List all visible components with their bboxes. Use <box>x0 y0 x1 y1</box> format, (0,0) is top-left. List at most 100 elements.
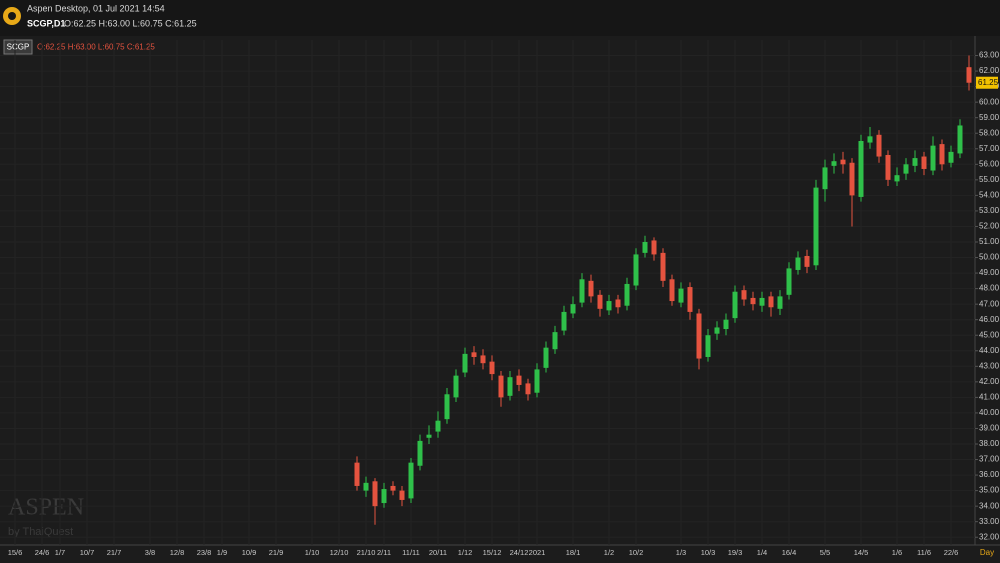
candle-body <box>480 355 486 364</box>
candle-body <box>399 490 405 500</box>
x-tick-label: 14/5 <box>854 548 869 557</box>
x-tick-label: 24/6 <box>35 548 50 557</box>
x-tick-label: 10/9 <box>242 548 257 557</box>
candle-body <box>903 164 909 174</box>
x-tick-label: 1/9 <box>217 548 227 557</box>
candle-body <box>417 440 423 466</box>
x-tick-label: 1/6 <box>892 548 902 557</box>
x-tick-label: 24/12 <box>510 548 529 557</box>
candle-body <box>372 481 378 507</box>
candle-body <box>435 420 441 432</box>
candle-body <box>579 279 585 303</box>
y-tick-label: 53.00 <box>979 206 1000 215</box>
candle-body <box>462 353 468 373</box>
x-tick-label: 23/8 <box>197 548 212 557</box>
y-tick-label: 40.00 <box>979 408 1000 417</box>
y-tick-label: 48.00 <box>979 284 1000 293</box>
candle-body <box>651 240 657 255</box>
candle-body <box>759 297 765 306</box>
ohlc-legend: O:62.25 H:63.00 L:60.75 C:61.25 <box>37 43 155 52</box>
candle-body <box>750 297 756 305</box>
y-tick-label: 56.00 <box>979 159 1000 168</box>
candle-body <box>516 375 522 385</box>
last-price-tag <box>976 76 998 89</box>
header-bar <box>0 0 1000 36</box>
x-tick-label: 1/2 <box>604 548 614 557</box>
candle-body <box>453 375 459 398</box>
candle-body <box>615 299 621 308</box>
candle-body <box>777 296 783 309</box>
candle-body <box>939 144 945 165</box>
x-tick-label: 16/4 <box>782 548 797 557</box>
candle-body <box>426 434 432 438</box>
candle-body <box>354 462 360 486</box>
candle-body <box>543 347 549 368</box>
candle-body <box>588 280 594 297</box>
candle-body <box>786 268 792 295</box>
candle-body <box>921 156 927 169</box>
y-tick-label: 51.00 <box>979 237 1000 246</box>
candle-body <box>912 158 918 166</box>
candle-body <box>552 332 558 350</box>
x-tick-label: 12/8 <box>170 548 185 557</box>
y-tick-label: 55.00 <box>979 175 1000 184</box>
y-tick-label: 35.00 <box>979 486 1000 495</box>
y-tick-label: 37.00 <box>979 455 1000 464</box>
y-tick-label: 59.00 <box>979 113 1000 122</box>
x-tick-label: 1/12 <box>458 548 473 557</box>
candle-body <box>957 125 963 154</box>
candle-body <box>498 375 504 398</box>
candle-body <box>633 254 639 286</box>
candle-body <box>723 319 729 330</box>
candle-body <box>795 257 801 270</box>
candle-body <box>867 136 873 143</box>
y-tick-label: 62.00 <box>979 66 1000 75</box>
candle-body <box>570 304 576 314</box>
x-unit: Day <box>980 548 994 557</box>
symbol-tag[interactable] <box>3 39 33 55</box>
x-tick-label: 15/12 <box>483 548 502 557</box>
candle-body <box>408 462 414 499</box>
candle-body <box>705 335 711 357</box>
y-tick-label: 63.00 <box>979 51 1000 60</box>
y-tick-label: 42.00 <box>979 377 1000 386</box>
x-tick-label: 18/1 <box>566 548 581 557</box>
symbol-tag-text: SCGP <box>7 43 30 52</box>
candle-body <box>840 159 846 165</box>
x-tick-label: 10/2 <box>629 548 644 557</box>
x-tick-label: 2/11 <box>377 548 391 557</box>
candle-body <box>804 255 810 267</box>
y-tick-label: 33.00 <box>979 517 1000 526</box>
y-tick-label: 46.00 <box>979 315 1000 324</box>
y-tick-label: 54.00 <box>979 190 1000 199</box>
candle-body <box>876 134 882 157</box>
y-tick-label: 32.00 <box>979 532 1000 541</box>
candle-body <box>597 294 603 309</box>
last-price-label: 61.25 <box>978 78 999 87</box>
candle-body <box>489 361 495 375</box>
y-tick-label: 36.00 <box>979 470 1000 479</box>
candle-body <box>660 252 666 281</box>
candle-body <box>966 67 972 83</box>
watermark-sub: by ThaiQuest <box>8 526 73 538</box>
x-tick-label: 1/3 <box>676 548 686 557</box>
y-tick-label: 43.00 <box>979 361 1000 370</box>
x-tick-label: 22/6 <box>944 548 959 557</box>
candle-body <box>606 301 612 311</box>
candle-body <box>858 141 864 197</box>
candle-body <box>885 154 891 180</box>
x-tick-label: 21/10 <box>357 548 376 557</box>
x-tick-label: 3/8 <box>145 548 155 557</box>
y-tick-label: 50.00 <box>979 253 1000 262</box>
candle-body <box>813 187 819 266</box>
y-tick-label: 45.00 <box>979 330 1000 339</box>
candle-body <box>831 161 837 166</box>
y-tick-label: 58.00 <box>979 128 1000 137</box>
candle-body <box>669 279 675 302</box>
y-tick-label: 47.00 <box>979 299 1000 308</box>
x-tick-label: 10/3 <box>701 548 716 557</box>
candle-body <box>525 383 531 395</box>
